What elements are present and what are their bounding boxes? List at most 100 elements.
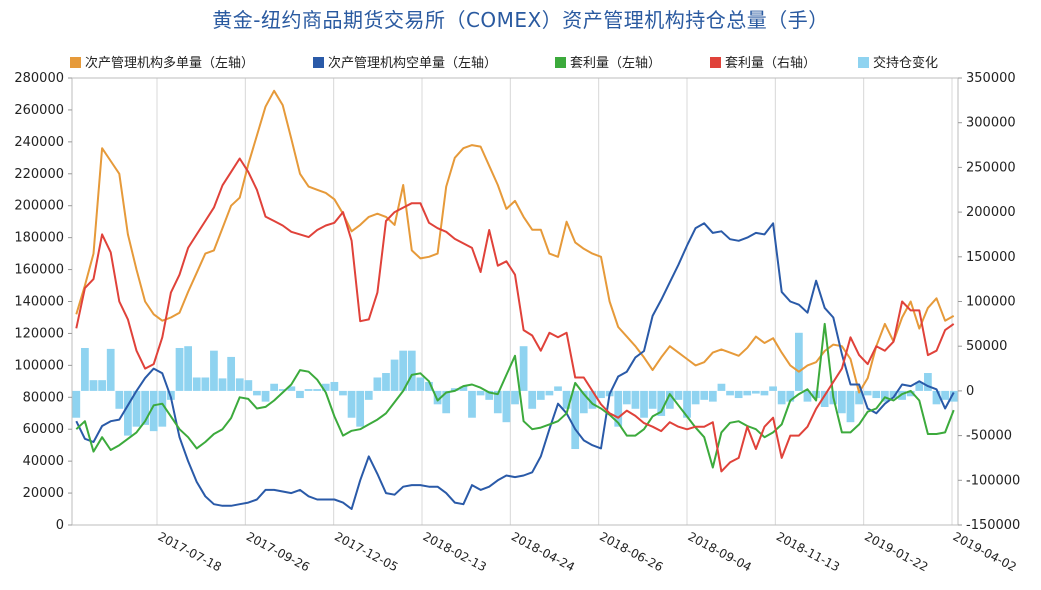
bar-37 [390, 359, 399, 391]
bar-55 [545, 390, 554, 396]
x-axis-tick-label: 2018-09-04 [686, 529, 754, 574]
bar-38 [399, 350, 408, 391]
bar-96 [898, 390, 906, 400]
x-axis-tick-label: 2018-04-24 [509, 529, 577, 574]
bar-39 [407, 350, 416, 391]
right-axis-tick-label: -50000 [966, 429, 1012, 444]
bar-5 [115, 390, 124, 409]
bar-13 [184, 346, 192, 391]
legend-label: 次产管理机构多单量（左轴） [85, 56, 255, 71]
bar-4 [106, 348, 115, 391]
legend-item[interactable]: 交持仓变化 [858, 52, 938, 71]
bar-99 [924, 373, 932, 391]
bar-22 [261, 390, 270, 402]
bar-82 [777, 390, 786, 405]
bar-50 [502, 390, 511, 423]
bar-90 [846, 390, 855, 423]
chart-legend: 次产管理机构多单量（左轴） 次产管理机构空单量（左轴） 套利量（左轴） 套利量（右轴）… [70, 52, 970, 72]
bar-12 [175, 347, 184, 391]
legend-swatch [858, 57, 869, 68]
bar-93 [872, 390, 881, 399]
bar-41 [425, 381, 433, 391]
bar-42 [433, 390, 442, 405]
bar-57 [562, 390, 571, 409]
left-axis-tick-label: 260000 [14, 103, 64, 118]
bar-81 [769, 386, 777, 391]
x-axis-tick-label: 2018-02-13 [421, 529, 489, 574]
bar-6 [124, 390, 132, 436]
left-axis-tick-label: 0 [56, 518, 64, 533]
x-axis-tick-label: 2018-06-26 [597, 529, 665, 574]
bar-28 [313, 389, 322, 391]
left-axis-tick-label: 40000 [23, 454, 64, 469]
bar-46 [468, 390, 476, 418]
series-line-1 [75, 222, 955, 510]
bar-66 [640, 390, 648, 418]
bar-20 [244, 380, 253, 391]
bar-48 [485, 390, 494, 400]
bar-1 [81, 347, 89, 391]
bar-102 [949, 390, 958, 402]
bar-40 [416, 377, 425, 391]
bar-53 [528, 390, 537, 409]
bar-85 [803, 390, 812, 402]
x-axis-tick-label: 2017-09-26 [244, 529, 312, 574]
bar-75 [717, 383, 726, 391]
left-axis-tick-label: 220000 [14, 167, 64, 182]
bar-10 [158, 390, 167, 427]
bar-74 [708, 390, 717, 402]
legend-item[interactable]: 套利量（左轴） [555, 52, 661, 71]
legend-swatch [710, 57, 721, 68]
legend-swatch [313, 57, 324, 68]
bar-17 [218, 378, 227, 391]
right-axis-tick-label: 100000 [966, 295, 1016, 310]
series-line-0 [75, 89, 955, 394]
bar-47 [476, 390, 485, 396]
legend-label: 次产管理机构空单量（左轴） [328, 56, 498, 71]
x-axis-tick-label: 2017-07-18 [156, 529, 224, 574]
bar-67 [648, 390, 657, 409]
bar-87 [820, 390, 829, 407]
legend-swatch [555, 57, 566, 68]
bar-15 [201, 377, 210, 391]
bar-25 [287, 386, 296, 391]
legend-label: 套利量（左轴） [570, 56, 662, 71]
bar-51 [511, 390, 519, 405]
right-axis-tick-label: 0 [966, 384, 974, 399]
left-axis-tick-label: 140000 [14, 295, 64, 310]
bar-61 [597, 390, 605, 399]
right-axis-tick-label: 350000 [966, 71, 1016, 86]
bar-68 [657, 390, 666, 416]
bar-89 [838, 390, 846, 414]
series-line-2 [75, 322, 955, 469]
bar-54 [536, 390, 545, 400]
chart-title: 黄金-纽约商品期货交易所（COMEX）资产管理机构持仓总量（手） [212, 8, 829, 32]
bar-26 [296, 390, 304, 399]
bar-19 [235, 378, 244, 391]
legend-label: 套利量（右轴） [725, 56, 817, 71]
legend-item[interactable]: 次产管理机构多单量（左轴） [70, 52, 254, 71]
bar-101 [941, 390, 949, 400]
left-axis-tick-label: 100000 [14, 358, 64, 373]
bar-72 [691, 390, 700, 405]
left-axis-tick-label: 280000 [14, 71, 64, 86]
legend-item[interactable]: 次产管理机构空单量（左轴） [313, 52, 497, 71]
bar-92 [863, 390, 872, 396]
bar-23 [270, 383, 279, 391]
bar-8 [141, 390, 149, 425]
bar-30 [330, 381, 339, 391]
left-axis-tick-label: 200000 [14, 199, 64, 214]
legend-item[interactable]: 套利量（右轴） [710, 52, 816, 71]
bar-29 [321, 383, 330, 391]
left-axis-tick-label: 20000 [23, 486, 64, 501]
left-axis-tick-label: 160000 [14, 263, 64, 278]
left-axis-tick-label: 60000 [23, 422, 64, 437]
bar-43 [442, 390, 451, 414]
left-axis-tick-label: 180000 [14, 231, 64, 246]
bar-97 [906, 390, 915, 397]
bar-0 [72, 390, 81, 418]
legend-swatch [70, 57, 81, 68]
right-axis-tick-label: 150000 [966, 250, 1016, 265]
bar-3 [98, 380, 106, 391]
